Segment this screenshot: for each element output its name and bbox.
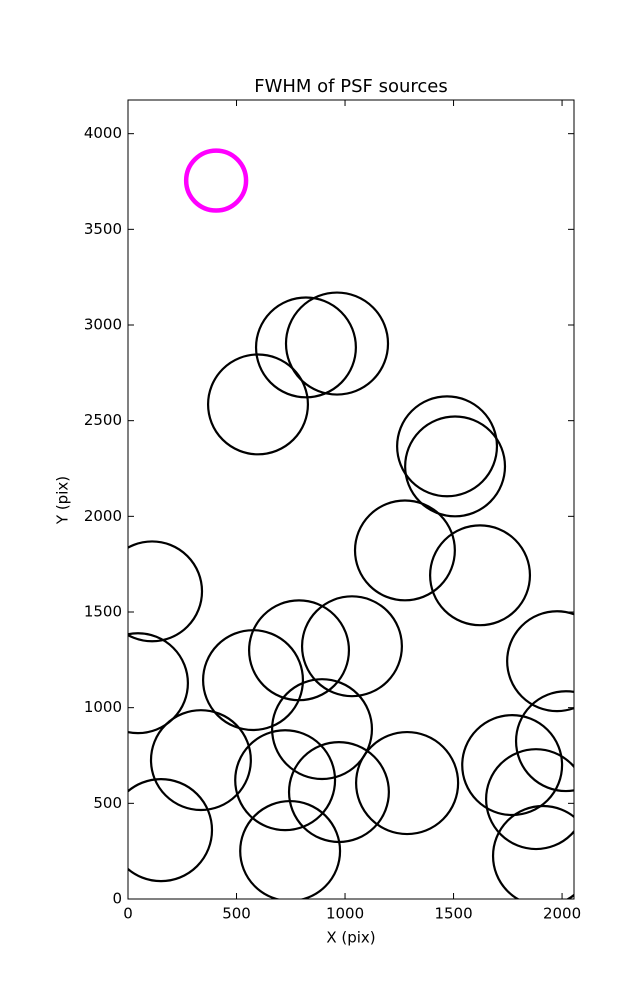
psf-source — [300, 595, 403, 698]
y-tick-label: 3000 — [84, 316, 122, 334]
x-axis-label: X (pix) — [326, 929, 375, 947]
y-tick-label: 0 — [112, 890, 122, 908]
psf-source — [396, 395, 499, 498]
psf-source — [254, 296, 357, 399]
axes-frame — [127, 99, 575, 900]
plot-area — [128, 148, 574, 899]
psf-source — [485, 748, 574, 851]
psf-source — [514, 690, 574, 793]
psf-source — [429, 524, 532, 627]
y-tick-label: 2000 — [84, 507, 122, 525]
y-tick-label: 1000 — [84, 698, 122, 716]
y-tick-label: 4000 — [84, 124, 122, 142]
psf-source — [128, 540, 204, 643]
psf-source — [149, 709, 252, 812]
psf-source — [491, 804, 574, 899]
chart-title: FWHM of PSF sources — [254, 76, 448, 97]
y-axis-label: Y (pix) — [54, 476, 72, 525]
psf-source — [234, 729, 337, 832]
y-tick-label: 1500 — [84, 603, 122, 621]
psf-source — [461, 714, 564, 817]
psf-source — [287, 741, 390, 844]
psf-source — [128, 632, 189, 735]
psf-source — [506, 610, 574, 713]
x-tick-label: 1500 — [434, 905, 472, 923]
psf-source — [183, 148, 249, 213]
x-tick-label: 1000 — [326, 905, 364, 923]
psf-source — [128, 778, 214, 883]
y-tick-label: 500 — [93, 794, 122, 812]
psf-source — [353, 499, 456, 602]
psf-source — [206, 353, 310, 456]
psf-source — [404, 415, 507, 518]
psf-source — [248, 599, 351, 702]
y-tick-label: 3500 — [84, 220, 122, 238]
x-tick-label: 500 — [222, 905, 251, 923]
psf-source — [271, 678, 374, 781]
y-tick-label: 2500 — [84, 411, 122, 429]
psf-source — [355, 730, 460, 836]
x-tick-label: 2000 — [543, 905, 581, 923]
psf-source — [284, 291, 390, 396]
x-tick-label: 0 — [123, 905, 133, 923]
